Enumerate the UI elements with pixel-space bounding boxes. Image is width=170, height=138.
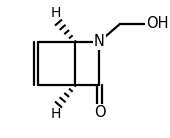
Text: N: N [94,34,105,49]
Text: OH: OH [146,16,168,31]
Text: O: O [94,105,105,120]
Text: H: H [50,6,61,20]
Text: H: H [50,107,61,121]
